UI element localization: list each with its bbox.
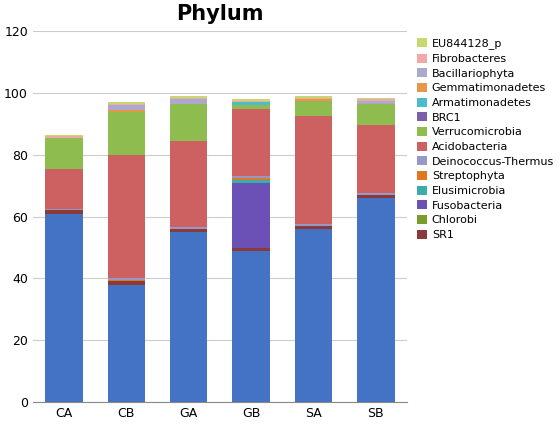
- Bar: [232, 106, 270, 109]
- Bar: [108, 104, 145, 106]
- Bar: [295, 99, 332, 101]
- Bar: [232, 183, 270, 248]
- Bar: [357, 101, 395, 104]
- Bar: [232, 101, 270, 102]
- Bar: [295, 96, 332, 98]
- Bar: [232, 109, 270, 176]
- Bar: [357, 99, 395, 101]
- Bar: [45, 210, 83, 214]
- Bar: [232, 102, 270, 106]
- Bar: [295, 116, 332, 224]
- Bar: [357, 126, 395, 193]
- Bar: [170, 99, 208, 104]
- Bar: [108, 112, 145, 155]
- Bar: [108, 155, 145, 279]
- Bar: [232, 178, 270, 179]
- Bar: [232, 251, 270, 402]
- Bar: [108, 106, 145, 110]
- Bar: [45, 169, 83, 209]
- Bar: [108, 282, 145, 285]
- Bar: [232, 248, 270, 251]
- Bar: [45, 209, 83, 210]
- Bar: [108, 280, 145, 282]
- Bar: [232, 176, 270, 178]
- Bar: [170, 227, 208, 229]
- Bar: [357, 198, 395, 402]
- Bar: [357, 193, 395, 195]
- Bar: [45, 214, 83, 402]
- Bar: [357, 195, 395, 198]
- Title: Phylum: Phylum: [176, 4, 264, 24]
- Bar: [108, 102, 145, 104]
- Bar: [232, 179, 270, 183]
- Bar: [295, 229, 332, 402]
- Bar: [170, 104, 208, 141]
- Bar: [232, 99, 270, 101]
- Bar: [295, 98, 332, 99]
- Bar: [108, 285, 145, 402]
- Bar: [295, 226, 332, 229]
- Bar: [45, 135, 83, 136]
- Bar: [170, 232, 208, 402]
- Bar: [108, 110, 145, 112]
- Bar: [108, 279, 145, 280]
- Bar: [45, 136, 83, 138]
- Bar: [357, 104, 395, 126]
- Bar: [170, 98, 208, 99]
- Bar: [357, 98, 395, 99]
- Bar: [170, 141, 208, 227]
- Bar: [295, 101, 332, 116]
- Legend: EU844128_p, Fibrobacteres, Bacillariophyta, Gemmatimonadetes, Armatimonadetes, B: EU844128_p, Fibrobacteres, Bacillariophy…: [416, 37, 555, 241]
- Bar: [170, 96, 208, 98]
- Bar: [45, 138, 83, 169]
- Bar: [170, 229, 208, 232]
- Bar: [295, 224, 332, 226]
